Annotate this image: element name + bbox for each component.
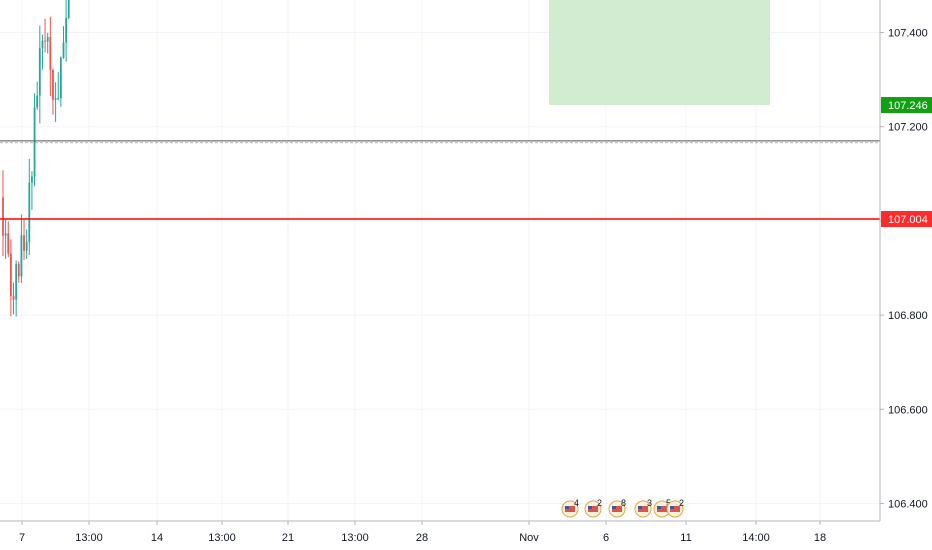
event-count-label: 5 [666, 498, 671, 508]
x-tick-label: Nov [519, 532, 539, 544]
x-tick-label: 21 [282, 532, 294, 544]
flag-canton-icon [588, 506, 592, 509]
y-tick-label: 106.800 [888, 310, 928, 322]
price-tag-label: 107.246 [888, 100, 928, 112]
price-tag [881, 97, 932, 114]
x-tick-label: 14:00 [742, 532, 770, 544]
candle-body [31, 176, 33, 183]
x-tick-label: 6 [603, 532, 609, 544]
candle-body [12, 295, 15, 300]
candle-body [46, 36, 49, 42]
flag-stripes-icon [638, 506, 648, 512]
candle-body [33, 107, 36, 177]
event-count-label: 3 [647, 498, 652, 508]
levels [0, 140, 880, 220]
flag-stripes-icon [670, 506, 680, 512]
flag-stripes-icon [565, 506, 575, 512]
event-count-label: 4 [574, 498, 579, 508]
candle-body [25, 241, 28, 251]
candle-body [65, 17, 68, 43]
flag-canton-icon [565, 506, 569, 509]
flag-canton-icon [670, 506, 674, 509]
y-tick-label: 106.600 [888, 404, 928, 416]
candle-body [52, 69, 54, 100]
flag-canton-icon [612, 506, 616, 509]
event-count-label: 2 [597, 498, 602, 508]
flag-stripes-icon [588, 506, 598, 512]
x-tick-label: 13:00 [208, 532, 236, 544]
x-tick-label: 7 [19, 532, 25, 544]
x-tick-label: 13:00 [341, 532, 369, 544]
y-tick-label: 107.200 [888, 122, 928, 134]
candle-body [62, 42, 65, 58]
flag-stripes-icon [657, 506, 667, 512]
y-tick-label: 106.400 [888, 499, 928, 511]
x-tick-label: 28 [416, 532, 428, 544]
candle-body [38, 48, 41, 96]
candle-body [23, 235, 25, 251]
x-axis: 7 13:00 14 13:00 21 13:00 28 Nov 6 11 14:00 18 [0, 520, 880, 544]
x-tick-label: 11 [680, 532, 691, 544]
x-tick-label: 14 [151, 532, 163, 544]
candle-body [20, 235, 23, 277]
candle-body [49, 36, 52, 70]
candle-body [9, 253, 12, 296]
take-profit-zone[interactable] [549, 0, 770, 106]
position-tool [549, 0, 770, 106]
event-count-label: 2 [679, 498, 684, 508]
candle-body [41, 40, 44, 49]
x-tick-label: 13:00 [75, 532, 103, 544]
price-tag [881, 211, 932, 228]
candle-body [44, 40, 46, 42]
candle-body [57, 98, 60, 100]
candle-body [17, 264, 20, 277]
candle-body [28, 182, 31, 242]
candle-body [59, 57, 62, 99]
event-count-label: 8 [621, 498, 626, 508]
x-tick-label: 18 [814, 532, 826, 544]
candle-body [4, 233, 7, 236]
candle-body [15, 264, 18, 300]
candle-body [54, 98, 57, 100]
candle-body [67, 0, 70, 18]
candle-body [7, 233, 10, 254]
candle-body [2, 197, 4, 236]
flag-stripes-icon [612, 506, 622, 512]
flag-canton-icon [657, 506, 661, 509]
y-tick-label: 107.400 [888, 28, 928, 40]
candle-body [36, 95, 39, 108]
flag-canton-icon [638, 506, 642, 509]
candles [2, 0, 70, 317]
price-tag-label: 107.004 [888, 214, 928, 226]
